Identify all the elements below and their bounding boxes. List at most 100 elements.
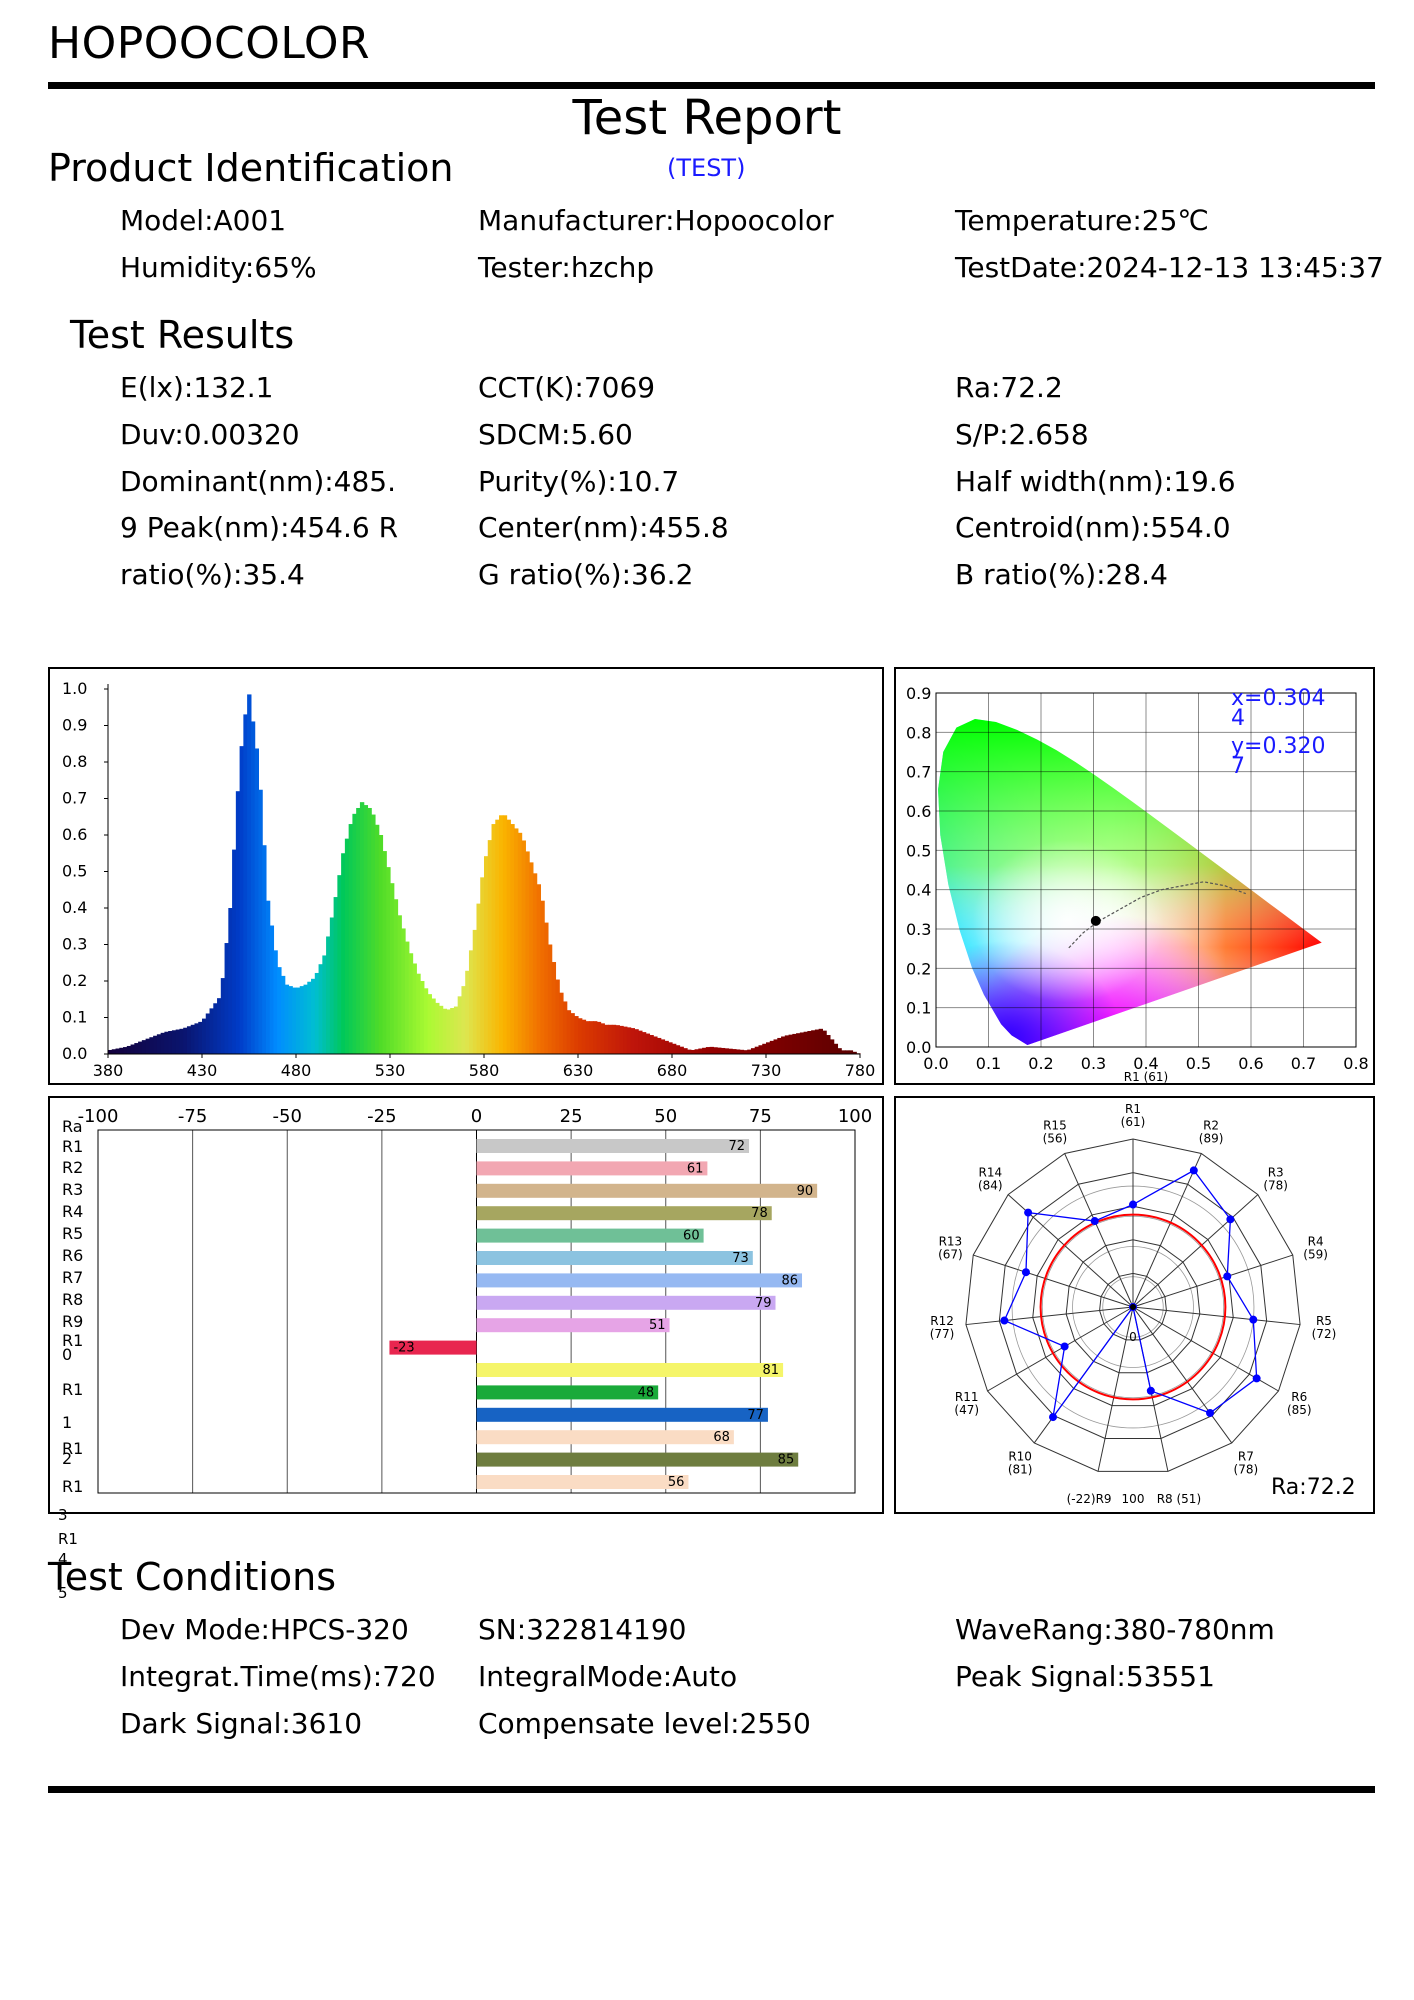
spectrum-bar (416, 973, 421, 1054)
spectrum-bar (566, 1010, 572, 1054)
spectrum-x-tick-label: 780 (845, 1061, 876, 1080)
cri-bar-value: 60 (683, 1229, 700, 1244)
bar-row-label: Ra (62, 1117, 83, 1136)
bar-row-label: R1 (62, 1137, 83, 1156)
radar-axis-label: R13 (939, 1235, 963, 1249)
spectrum-bar (724, 1048, 729, 1054)
spectrum-bar (803, 1031, 808, 1054)
cie-y-tick-label: 0.2 (906, 959, 931, 978)
bar-x-tick-label: 75 (749, 1106, 772, 1127)
cie-chart: 0.0 0.1 0.2 0.3 0.4 0.5 0.6 0.7 0.8 0.0 0.1 0.2 0.3 0… (906, 684, 1369, 1084)
spectrum-x-tick-label: 730 (751, 1061, 782, 1080)
spectrum-bar (326, 936, 331, 1054)
cri-bar-value: 78 (751, 1206, 768, 1221)
spectrum-bar (145, 1038, 150, 1054)
radar-reference-ring (1039, 1213, 1227, 1401)
cri-bar-r2 (476, 1183, 818, 1198)
cri-bars-panel: -100 -75 -50 -25 0 25 50 75 100 72 61 90 78 60 73 86 79 5… (48, 1096, 884, 1514)
cie-chromaticity-point (1090, 915, 1101, 926)
spectrum-bar (108, 1049, 113, 1054)
bar-x-tick-label: 25 (560, 1106, 583, 1127)
spectrum-bar (653, 1036, 658, 1054)
header-rule (48, 82, 1375, 89)
spectrum-bar (551, 962, 557, 1054)
radar-ra-label: Ra:72.2 (1271, 1475, 1356, 1500)
spectrum-bar (664, 1040, 669, 1054)
radar-ring-zero-label: 0 (1129, 1330, 1137, 1344)
radar-axis-label: R10 (1008, 1449, 1032, 1463)
radar-data-point (1129, 1200, 1137, 1209)
spectrum-y-tick-label: 0.2 (62, 971, 87, 990)
spectrum-bar (254, 748, 259, 1054)
radar-data-point (1021, 1268, 1030, 1277)
radar-spoke (965, 1306, 1134, 1326)
spectrum-bar (280, 975, 286, 1054)
spectrum-bar (356, 807, 361, 1054)
bar-x-tick-label: -50 (273, 1106, 302, 1127)
radar-ring-max-label: 100 (1122, 1492, 1145, 1506)
radar-data-point (1252, 1374, 1261, 1383)
cri-bar-value: 48 (638, 1385, 655, 1400)
result-sp: S/P:2.658 (955, 418, 1089, 451)
results-heading: Test Results (70, 313, 295, 357)
spectrum-bar (224, 943, 229, 1054)
spectrum-bar (788, 1034, 793, 1054)
spectrum-bar (517, 832, 523, 1054)
spectrum-bar (405, 941, 410, 1054)
spectrum-bar (382, 851, 387, 1054)
spectrum-bar (450, 1008, 455, 1054)
result-purity: Purity(%):10.7 (478, 465, 680, 498)
radar-data-point (1249, 1315, 1258, 1324)
cie-coordinate-label: 4 (1231, 706, 1245, 731)
spectrum-bar (431, 998, 436, 1054)
cri-bar-r7 (476, 1295, 776, 1310)
spectrum-bar (747, 1049, 752, 1054)
spectrum-bar (581, 1019, 587, 1054)
spectrum-bar (634, 1029, 639, 1054)
spectrum-bar (690, 1049, 696, 1054)
spectrum-bar (683, 1048, 688, 1054)
bar-x-tick-label: 100 (838, 1106, 872, 1127)
spectrum-x-tick-label: 630 (563, 1061, 594, 1080)
bar-row-label: R1 (62, 1439, 83, 1458)
spectrum-bar (476, 903, 481, 1054)
spectrum-bar (495, 819, 500, 1054)
spectrum-bar (596, 1021, 602, 1054)
spectrum-bar (814, 1029, 820, 1054)
spectrum-x-tick-label: 380 (93, 1061, 124, 1080)
spectrum-x-tick-label: 430 (187, 1061, 218, 1080)
spectrum-x-tick-label: 480 (281, 1061, 312, 1080)
bar-plot-frame (97, 1129, 856, 1494)
cie-y-tick-label: 0.6 (906, 802, 931, 821)
cie-x-tick-label: 0.7 (1291, 1054, 1316, 1073)
spectrum-bar (292, 987, 297, 1054)
radar-axis-label: R4 (1308, 1235, 1324, 1249)
radar-axis-value: (59) (1303, 1248, 1328, 1262)
bar-x-tick-label: -25 (367, 1106, 396, 1127)
spectrum-bar (269, 925, 275, 1054)
cie-y-tick-label: 0.8 (906, 723, 931, 742)
cie-gamut-white-layer (938, 719, 1322, 1046)
cie-y-tick-label: 0.1 (906, 999, 931, 1018)
bar-row-label: 2 (62, 1449, 72, 1468)
radar-axis-label: R2 (1203, 1119, 1219, 1133)
spectrum-chart: 0.0 0.1 0.2 0.3 0.4 0.5 0.6 0.7 0.8 0.9 1.0 380 430 4… (62, 679, 876, 1080)
cri-radar-chart: R1(61) R2(89)R3(78)R4(59)R5(72)R6(85)R7(7… (930, 1102, 1356, 1506)
radar-axis-value: (78) (1263, 1179, 1288, 1193)
spectrum-bar (630, 1028, 635, 1054)
radar-spoke (1064, 1153, 1134, 1308)
radar-data-point (1146, 1386, 1155, 1395)
result-peak: 9 Peak(nm):454.6 R (120, 511, 399, 544)
radar-axis-value: (61) (1121, 1115, 1146, 1129)
spectrum-bar (318, 964, 323, 1054)
overflow-label-5: 5 (58, 1584, 68, 1602)
cri-bar-r6 (476, 1273, 803, 1288)
result-cct: CCT(K):7069 (478, 371, 656, 404)
cie-x-tick-label: 0.6 (1238, 1054, 1263, 1073)
cri-bar-value: 68 (713, 1430, 730, 1445)
overflow-label-3: 3 (58, 1506, 68, 1524)
bar-x-tick-label: 50 (654, 1106, 677, 1127)
radar-axis-label: R1 (1125, 1102, 1141, 1116)
bar-row-label: R1 (62, 1477, 83, 1496)
cri-bar-r11 (476, 1385, 659, 1400)
